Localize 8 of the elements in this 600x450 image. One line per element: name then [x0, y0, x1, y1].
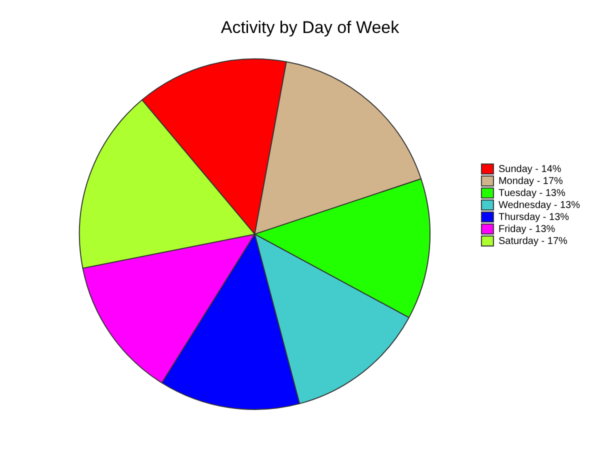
- legend-label: Monday - 17%: [498, 176, 564, 187]
- legend-label: Sunday - 14%: [498, 164, 562, 175]
- legend-label: Tuesday - 13%: [498, 188, 566, 199]
- legend-label: Saturday - 17%: [498, 236, 568, 247]
- legend-label: Thursday - 13%: [498, 212, 570, 223]
- chart-title: Activity by Day of Week: [220, 18, 400, 37]
- legend-label: Wednesday - 13%: [498, 200, 580, 211]
- legend-label: Friday - 13%: [498, 224, 556, 235]
